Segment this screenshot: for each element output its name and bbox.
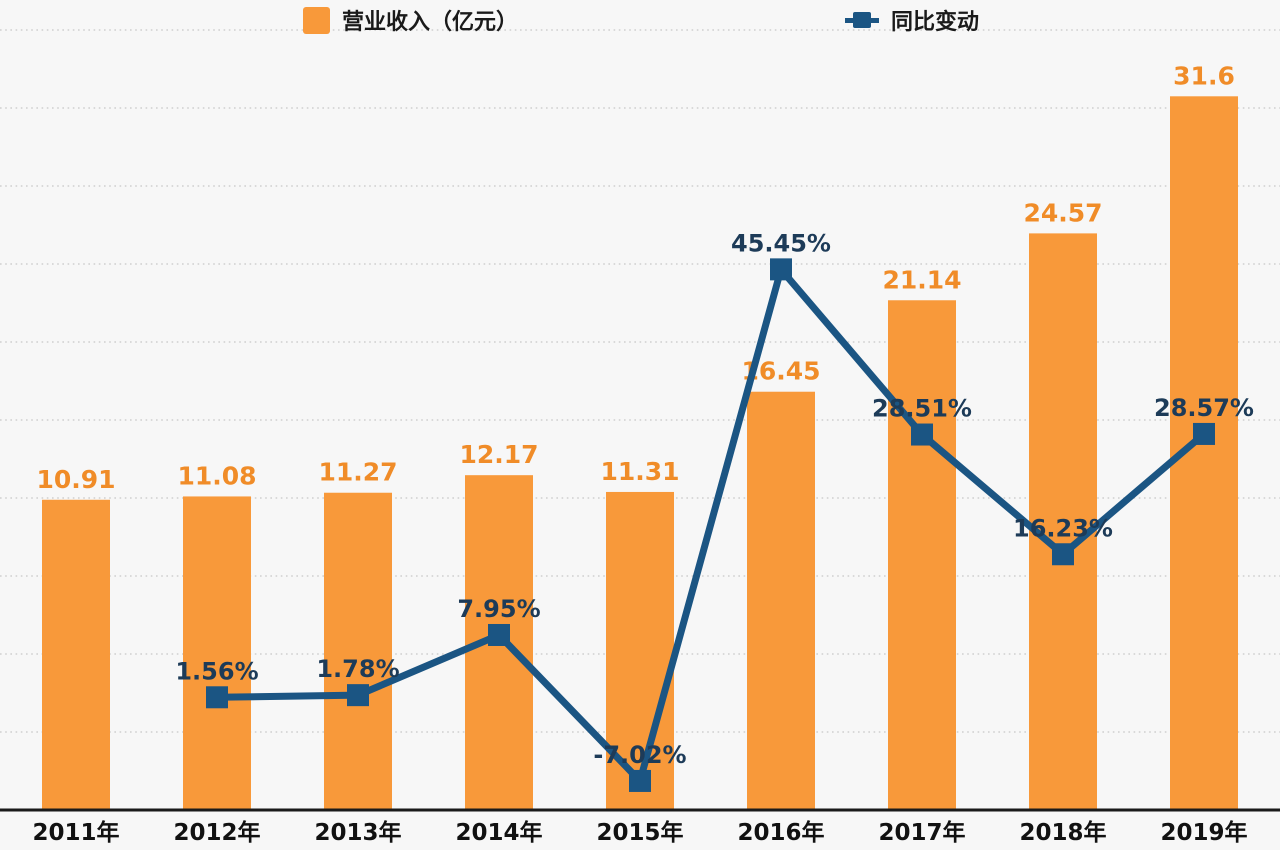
x-axis-label-2015年: 2015年 <box>596 819 683 846</box>
yoy-value-label: 1.56% <box>175 657 258 685</box>
yoy-marker-2016年 <box>770 258 792 281</box>
x-axis-label-2019年: 2019年 <box>1160 819 1247 846</box>
x-axis-label-2014年: 2014年 <box>455 819 542 846</box>
bar-value-label: 11.08 <box>177 461 256 490</box>
bar-value-label: 24.57 <box>1023 198 1102 227</box>
bar-value-label: 21.14 <box>882 265 961 294</box>
bar-2012年 <box>183 496 251 810</box>
yoy-value-label: -7.02% <box>593 741 686 769</box>
bar-2013年 <box>324 492 392 810</box>
legend-item-yoy[interactable]: 同比变动 <box>845 4 979 36</box>
bar-value-label: 11.31 <box>600 457 679 486</box>
x-axis-label-2011年: 2011年 <box>32 819 119 846</box>
yoy-value-label: 28.51% <box>872 395 972 423</box>
yoy-legend-label: 同比变动 <box>891 10 980 35</box>
yoy-marker-2014年 <box>488 623 510 646</box>
bar-value-label: 12.17 <box>459 440 538 469</box>
chart-legend: 营业收入（亿元） 同比变动 <box>0 0 1280 36</box>
yoy-marker-2019年 <box>1193 422 1215 445</box>
yoy-marker-2012年 <box>206 686 228 709</box>
bar-2018年 <box>1029 233 1097 810</box>
yoy-value-label: 28.57% <box>1154 394 1254 422</box>
yoy-marker-2013年 <box>347 684 369 707</box>
yoy-value-label: 1.78% <box>316 655 399 683</box>
yoy-value-label: 45.45% <box>731 229 831 257</box>
x-axis-label-2016年: 2016年 <box>737 819 824 846</box>
revenue-legend-swatch-icon <box>303 6 330 34</box>
legend-item-revenue[interactable]: 营业收入（亿元） <box>303 4 518 36</box>
yoy-value-label: 7.95% <box>457 595 540 623</box>
revenue-legend-label: 营业收入（亿元） <box>342 10 519 35</box>
yoy-marker-2017年 <box>911 423 933 446</box>
bar-2011年 <box>42 499 110 810</box>
bar-value-label: 11.27 <box>318 458 397 487</box>
yoy-marker-2015年 <box>629 769 651 792</box>
x-axis-label-2017年: 2017年 <box>878 819 965 846</box>
bar-value-label: 10.91 <box>36 465 115 494</box>
yoy-line <box>216 262 1207 788</box>
yoy-legend-swatch-icon <box>845 10 879 30</box>
x-axis-label-2013年: 2013年 <box>314 819 401 846</box>
x-axis-label-2012年: 2012年 <box>173 819 260 846</box>
yoy-marker-2018年 <box>1052 543 1074 566</box>
yoy-value-label: 16.23% <box>1013 514 1113 542</box>
bar-2017年 <box>888 300 956 810</box>
x-axis-label-2018年: 2018年 <box>1019 819 1106 846</box>
bar-2016年 <box>747 391 815 810</box>
bar-value-label: 31.6 <box>1173 61 1235 90</box>
